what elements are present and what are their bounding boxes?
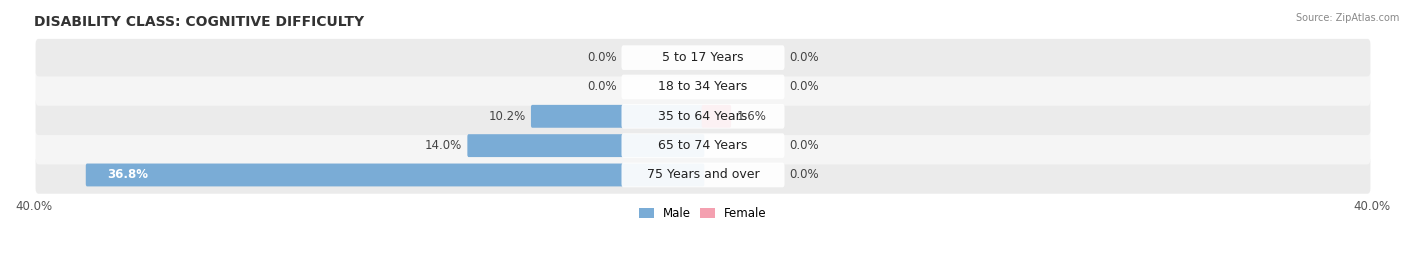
Text: 0.0%: 0.0% <box>789 168 818 182</box>
Text: 1.6%: 1.6% <box>737 110 766 123</box>
Text: 36.8%: 36.8% <box>107 168 148 182</box>
FancyBboxPatch shape <box>86 164 704 186</box>
FancyBboxPatch shape <box>467 134 704 157</box>
Text: 14.0%: 14.0% <box>425 139 463 152</box>
Text: 35 to 64 Years: 35 to 64 Years <box>658 110 748 123</box>
FancyBboxPatch shape <box>621 75 785 99</box>
FancyBboxPatch shape <box>621 133 785 158</box>
FancyBboxPatch shape <box>531 105 704 128</box>
Legend: Male, Female: Male, Female <box>634 202 772 224</box>
Text: 75 Years and over: 75 Years and over <box>647 168 759 182</box>
Text: 10.2%: 10.2% <box>488 110 526 123</box>
FancyBboxPatch shape <box>35 98 1371 135</box>
Text: 0.0%: 0.0% <box>588 51 617 64</box>
Text: 5 to 17 Years: 5 to 17 Years <box>662 51 744 64</box>
Text: DISABILITY CLASS: COGNITIVE DIFFICULTY: DISABILITY CLASS: COGNITIVE DIFFICULTY <box>34 15 364 29</box>
FancyBboxPatch shape <box>35 68 1371 106</box>
Text: 0.0%: 0.0% <box>588 80 617 93</box>
Text: 18 to 34 Years: 18 to 34 Years <box>658 80 748 93</box>
FancyBboxPatch shape <box>621 163 785 187</box>
FancyBboxPatch shape <box>35 156 1371 194</box>
Text: 0.0%: 0.0% <box>789 139 818 152</box>
FancyBboxPatch shape <box>702 105 731 128</box>
FancyBboxPatch shape <box>35 39 1371 76</box>
FancyBboxPatch shape <box>621 104 785 129</box>
Text: 0.0%: 0.0% <box>789 51 818 64</box>
Text: Source: ZipAtlas.com: Source: ZipAtlas.com <box>1295 13 1399 23</box>
Text: 65 to 74 Years: 65 to 74 Years <box>658 139 748 152</box>
FancyBboxPatch shape <box>621 45 785 70</box>
Text: 0.0%: 0.0% <box>789 80 818 93</box>
FancyBboxPatch shape <box>35 127 1371 164</box>
